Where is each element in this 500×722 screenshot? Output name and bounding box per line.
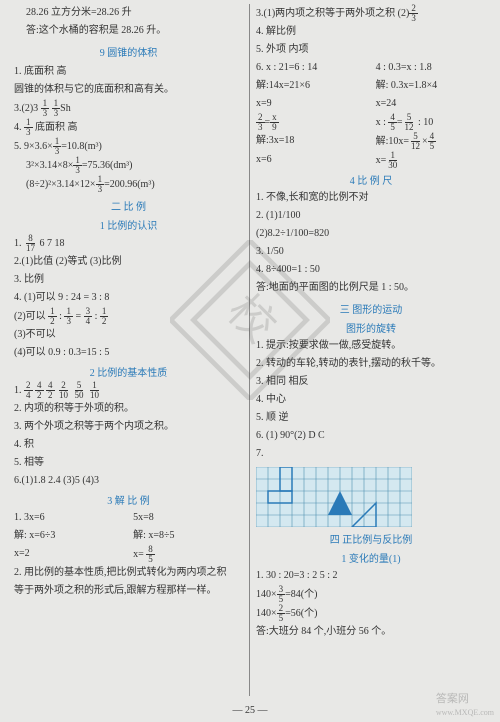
watermark-text: 答案网www.MXQE.com xyxy=(436,690,494,718)
text: 1. 817 6 7 18 xyxy=(14,234,243,253)
text: 3. 相同 相反 xyxy=(256,373,486,391)
text: 2.(1)比值 (2)等式 (3)比例 xyxy=(14,253,243,271)
text: 6. (1) 90°(2) D C xyxy=(256,427,486,445)
text: 圆锥的体积与它的底面积和高有关。 xyxy=(14,81,243,99)
text: 答:大班分 84 个,小班分 56 个。 xyxy=(256,623,486,641)
heading: 1 比例的认识 xyxy=(14,217,243,232)
heading: 9 圆锥的体积 xyxy=(14,44,243,59)
text: 5. 相等 xyxy=(14,454,243,472)
heading: 图形的旋转 xyxy=(256,320,486,335)
text: 1. 不像,长和宽的比例不对 xyxy=(256,189,486,207)
text: 2. (1)1/100 xyxy=(256,207,486,225)
text: 5. 9×3.6×13=10.8(m³) xyxy=(14,137,243,156)
text: 6. x : 21=6 : 144 : 0.3=x : 1.8 xyxy=(256,59,486,77)
text: (4)可以 0.9 : 0.3=15 : 5 xyxy=(14,344,243,362)
text: 4. 积 xyxy=(14,436,243,454)
text: x=6x=130 xyxy=(256,151,486,170)
text: x=9x=24 xyxy=(256,95,486,113)
text: (3)不可以 xyxy=(14,326,243,344)
text: 140×35=84(个) xyxy=(256,585,486,604)
text: 4. 13 底面积 高 xyxy=(14,118,243,137)
text: 6.(1)1.8 2.4 (3)5 (4)3 xyxy=(14,472,243,490)
text: 2. 转动的车轮,转动的表针,摆动的秋千等。 xyxy=(256,355,486,373)
text: 答:这个水桶的容积是 28.26 升。 xyxy=(14,22,243,40)
heading: 4 比 例 尺 xyxy=(256,172,486,187)
text: 5. 顺 逆 xyxy=(256,409,486,427)
heading: 2 比例的基本性质 xyxy=(14,364,243,379)
text: 28.26 立方分米=28.26 升 xyxy=(14,4,243,22)
text: 等于两外项之积的形式后,跟解方程那样一样。 xyxy=(14,582,243,600)
page-number: — 25 — xyxy=(0,705,500,716)
text: 4. 解比例 xyxy=(256,23,486,41)
text: 3. 两个外项之积等于两个内项之积。 xyxy=(14,418,243,436)
text: 1. 3x=65x=8 xyxy=(14,509,243,527)
text: (2)可以 12 : 13 = 34 : 12 xyxy=(14,307,243,326)
text: 1. 提示:按要求做一做,感受旋转。 xyxy=(256,337,486,355)
heading: 3 解 比 例 xyxy=(14,492,243,507)
text: 3. 比例 xyxy=(14,271,243,289)
text: 解: x=6÷3解: x=8÷5 xyxy=(14,527,243,545)
text: (2)8.2÷1/100=820 xyxy=(256,225,486,243)
text: 140×25=56(个) xyxy=(256,604,486,623)
text: 1. 24 42 42 210 550 110 xyxy=(14,381,243,400)
text: 4. 8÷400=1 : 50 xyxy=(256,261,486,279)
text: 1. 30 : 20=3 : 2 5 : 2 xyxy=(256,567,486,585)
text: 23=x9x : 45=512 : 10 xyxy=(256,113,486,132)
grid-figure xyxy=(256,467,486,527)
text: 解:14x=21×6解: 0.3x=1.8×4 xyxy=(256,77,486,95)
heading: 三 图形的运动 xyxy=(256,301,486,316)
heading: 四 正比例与反比例 xyxy=(256,531,486,546)
text: 7. xyxy=(256,445,486,463)
text: 3. 1/50 xyxy=(256,243,486,261)
heading: 1 变化的量(1) xyxy=(256,550,486,565)
heading: 二 比 例 xyxy=(14,198,243,213)
text: 答:地面的平面图的比例尺是 1 : 50。 xyxy=(256,279,486,297)
text: x=2x= 85 xyxy=(14,545,243,564)
text: (8÷2)²×3.14×12×13=200.96(m³) xyxy=(14,175,243,194)
text: 解:3x=18解:10x=512×45 xyxy=(256,132,486,151)
text: 3.(1)两内项之积等于两外项之积 (2)23 xyxy=(256,4,486,23)
text: 5. 外项 内项 xyxy=(256,41,486,59)
text: 2. 用比例的基本性质,把比例式转化为两内项之积 xyxy=(14,564,243,582)
text: 2. 内项的积等于外项的积。 xyxy=(14,400,243,418)
text: 3.(2)3 13 13Sh xyxy=(14,99,243,118)
text: 4. (1)可以 9 : 24 = 3 : 8 xyxy=(14,289,243,307)
text: 4. 中心 xyxy=(256,391,486,409)
text: 1. 底面积 高 xyxy=(14,63,243,81)
text: 3²×3.14×8×13=75.36(dm³) xyxy=(14,156,243,175)
